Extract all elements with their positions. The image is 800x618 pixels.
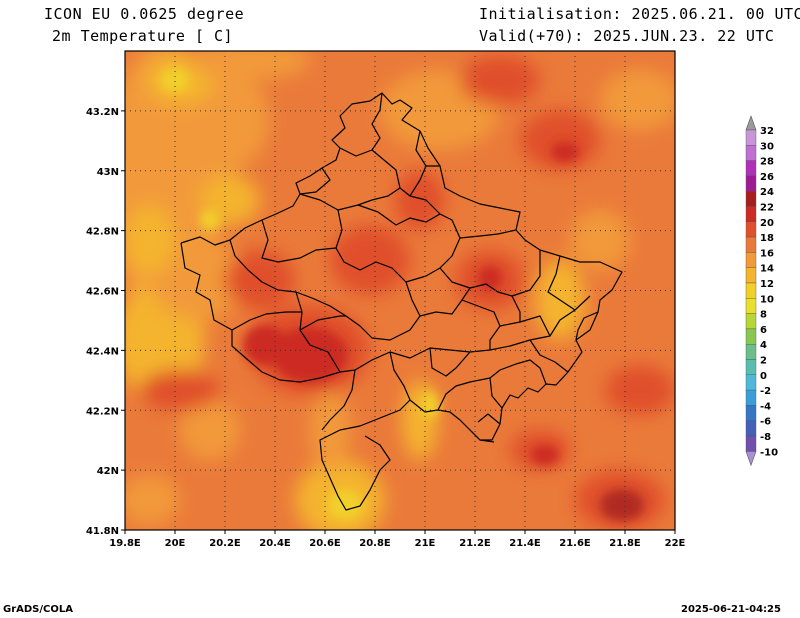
colorbar-label: 18 (760, 233, 774, 244)
init-time: Initialisation: 2025.06.21. 00 UTC (479, 5, 800, 23)
colorbar-swatch (745, 206, 757, 223)
colorbar-bottom-arrow (745, 451, 757, 467)
lat-tick-label: 43N (97, 167, 119, 178)
footer-timestamp: 2025-06-21-04:25 (681, 604, 781, 615)
colorbar-swatch (745, 420, 757, 437)
colorbar-swatch (745, 252, 757, 268)
lon-tick-label: 21.8E (609, 538, 641, 549)
colorbar-label: 8 (760, 310, 767, 321)
colorbar-label: 30 (760, 141, 774, 152)
colorbar-swatch (745, 298, 757, 314)
model-title: ICON EU 0.0625 degree (44, 5, 245, 23)
lat-tick-label: 41.8N (86, 526, 119, 537)
colorbar-swatch (745, 405, 757, 421)
lon-tick-label: 21.2E (459, 538, 491, 549)
colorbar-swatch (745, 389, 757, 406)
colorbar-label: 14 (760, 264, 774, 275)
lat-tick-label: 42N (97, 466, 119, 477)
colorbar-swatch (745, 175, 757, 192)
colorbar-label: 0 (760, 371, 767, 382)
lon-tick-label: 20.4E (259, 538, 291, 549)
lon-tick-label: 20.8E (359, 538, 391, 549)
municipal-borders (180, 92, 623, 511)
colorbar-label: 4 (760, 340, 767, 351)
colorbar-swatch (745, 190, 757, 207)
colorbar-label: 6 (760, 325, 767, 336)
colorbar-label: -8 (760, 432, 771, 443)
colorbar-swatch (745, 129, 757, 146)
lat-tick-label: 42.6N (86, 287, 119, 298)
lat-tick-label: 42.8N (86, 227, 119, 238)
colorbar-label: 2 (760, 356, 767, 367)
colorbar-label: 32 (760, 126, 774, 137)
colorbar-top-arrow (745, 115, 757, 131)
variable-title: 2m Temperature [ C] (52, 27, 234, 45)
colorbar-label: 26 (760, 172, 774, 183)
colorbar-swatch (745, 221, 757, 238)
colorbar-swatch (745, 374, 757, 391)
lon-tick-label: 21.4E (509, 538, 541, 549)
lat-tick-label: 43.2N (86, 107, 119, 118)
colorbar-swatch (745, 359, 757, 376)
colorbar-swatch (745, 344, 757, 360)
colorbar-label: 10 (760, 294, 774, 305)
colorbar-swatch (745, 313, 757, 330)
colorbar-label: 16 (760, 248, 774, 259)
graticule (125, 51, 675, 530)
temperature-field (125, 51, 675, 530)
colorbar-swatch (745, 328, 757, 345)
colorbar-label: -4 (760, 401, 771, 412)
footer-credit: GrADS/COLA (3, 604, 73, 615)
lon-tick-label: 22E (665, 538, 686, 549)
colorbar-swatch (745, 145, 757, 161)
lat-tick-label: 42.2N (86, 406, 119, 417)
colorbar-label: 20 (760, 218, 774, 229)
lon-tick-label: 20.2E (209, 538, 241, 549)
colorbar-label: -6 (760, 417, 771, 428)
colorbar-label: 12 (760, 279, 774, 290)
lat-tick-label: 42.4N (86, 346, 119, 357)
axis-ticks: 19.8E 20E 20.2E 20.4E 20.6E 20.8E 21E 21.2E 21.4… (86, 107, 686, 549)
colorbar-swatch (745, 236, 757, 253)
lon-tick-label: 20.6E (309, 538, 341, 549)
colorbar-swatch (745, 267, 757, 284)
colorbar-label: 28 (760, 157, 774, 168)
colorbar-swatch (745, 160, 757, 177)
colorbar-label: 24 (760, 187, 774, 198)
colorbar-swatch (745, 282, 757, 299)
valid-time: Valid(+70): 2025.JUN.23. 22 UTC (479, 27, 775, 45)
lon-tick-label: 21E (415, 538, 436, 549)
colorbar-swatch (745, 435, 757, 452)
colorbar-label: 22 (760, 203, 774, 214)
colorbar-label: -10 (760, 447, 778, 458)
lon-tick-label: 21.6E (559, 538, 591, 549)
colorbar-label: -2 (760, 386, 771, 397)
lon-tick-label: 20E (165, 538, 186, 549)
lon-tick-label: 19.8E (109, 538, 141, 549)
